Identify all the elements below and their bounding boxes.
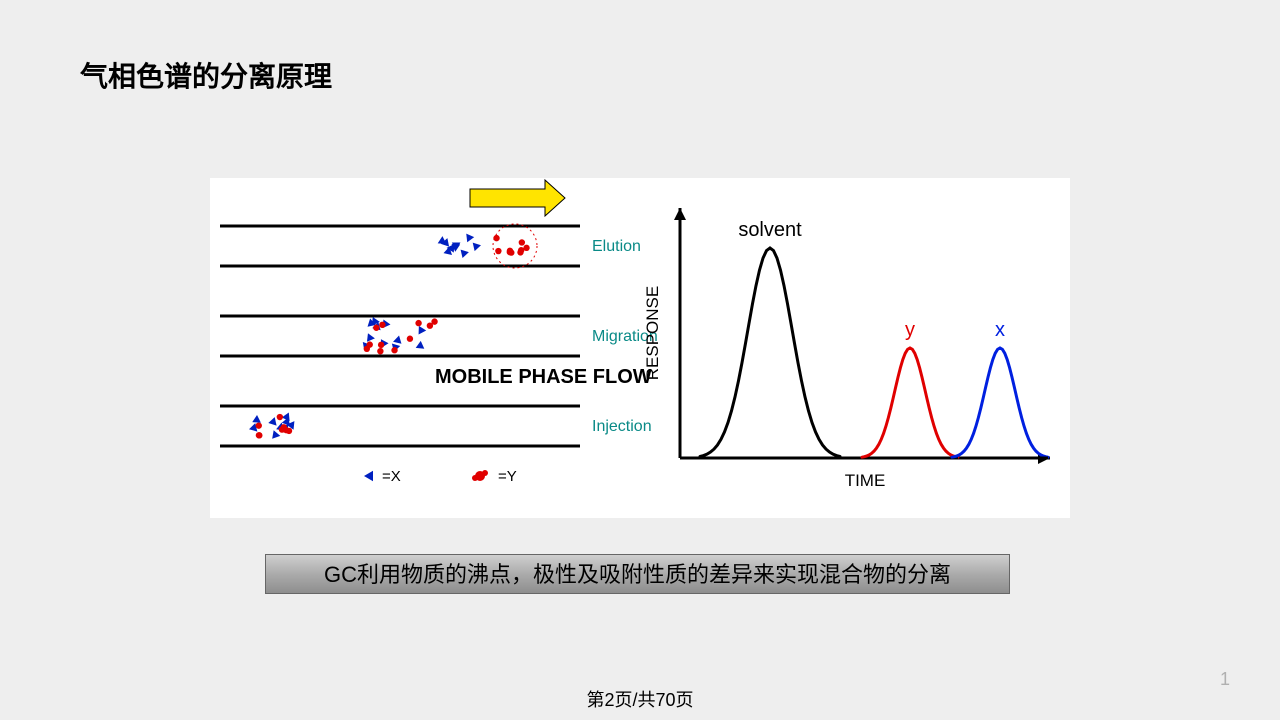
diagram-svg: ElutionMigrationInjection=X=YTIMERESPONS… — [210, 178, 1070, 518]
flow-arrow-icon — [470, 180, 565, 216]
particle-x — [461, 250, 469, 258]
summary-caption: GC利用物质的沸点，极性及吸附性质的差异来实现混合物的分离 — [265, 554, 1010, 594]
particle-x — [393, 335, 401, 343]
particle-y — [495, 248, 501, 254]
particle-y — [431, 318, 437, 324]
legend-x-label: =X — [382, 468, 401, 485]
particle-y — [364, 346, 370, 352]
gc-diagram: ElutionMigrationInjection=X=YTIMERESPONS… — [210, 178, 1070, 518]
tube-stage-label: Elution — [592, 238, 641, 255]
peak-label-y: y — [905, 319, 915, 341]
page-counter: 第2页/共70页 — [0, 686, 1280, 712]
particle-y — [256, 422, 262, 428]
y-axis-arrow-icon — [674, 208, 686, 220]
peak-solvent — [700, 248, 840, 456]
tube-stage-label: Injection — [592, 418, 652, 435]
peak-y — [862, 348, 958, 457]
particle-y — [281, 426, 287, 432]
particle-y — [277, 414, 283, 420]
particle-x — [272, 430, 280, 439]
particle-y — [256, 432, 262, 438]
particle-x — [252, 415, 261, 423]
particle-y — [415, 320, 421, 326]
particle-x — [367, 333, 375, 342]
particle-y — [523, 245, 529, 251]
particle-y — [482, 470, 488, 476]
particle-x — [419, 326, 427, 335]
particle-y — [373, 325, 379, 331]
particle-x — [268, 417, 276, 425]
particle-x — [416, 341, 425, 349]
particle-y — [517, 249, 523, 255]
x-axis-label: TIME — [845, 471, 886, 490]
peak-x — [952, 348, 1048, 457]
particle-y — [472, 475, 478, 481]
peak-label-x: x — [995, 319, 1005, 341]
particle-x — [473, 243, 481, 251]
particle-y — [379, 322, 385, 328]
particle-y — [507, 248, 513, 254]
particle-x — [364, 471, 373, 481]
page-title: 气相色谱的分离原理 — [80, 55, 332, 95]
elution-red-boundary — [493, 224, 537, 268]
particle-y — [378, 342, 384, 348]
particle-y — [407, 336, 413, 342]
page-number: 1 — [1220, 669, 1230, 690]
peak-label-solvent: solvent — [738, 219, 802, 241]
mobile-phase-flow-label: MOBILE PHASE FLOW — [435, 366, 652, 389]
particle-x — [466, 234, 474, 243]
particle-y — [391, 347, 397, 353]
particle-y — [377, 348, 383, 354]
legend-y-label: =Y — [498, 468, 517, 485]
particle-y — [519, 239, 525, 245]
